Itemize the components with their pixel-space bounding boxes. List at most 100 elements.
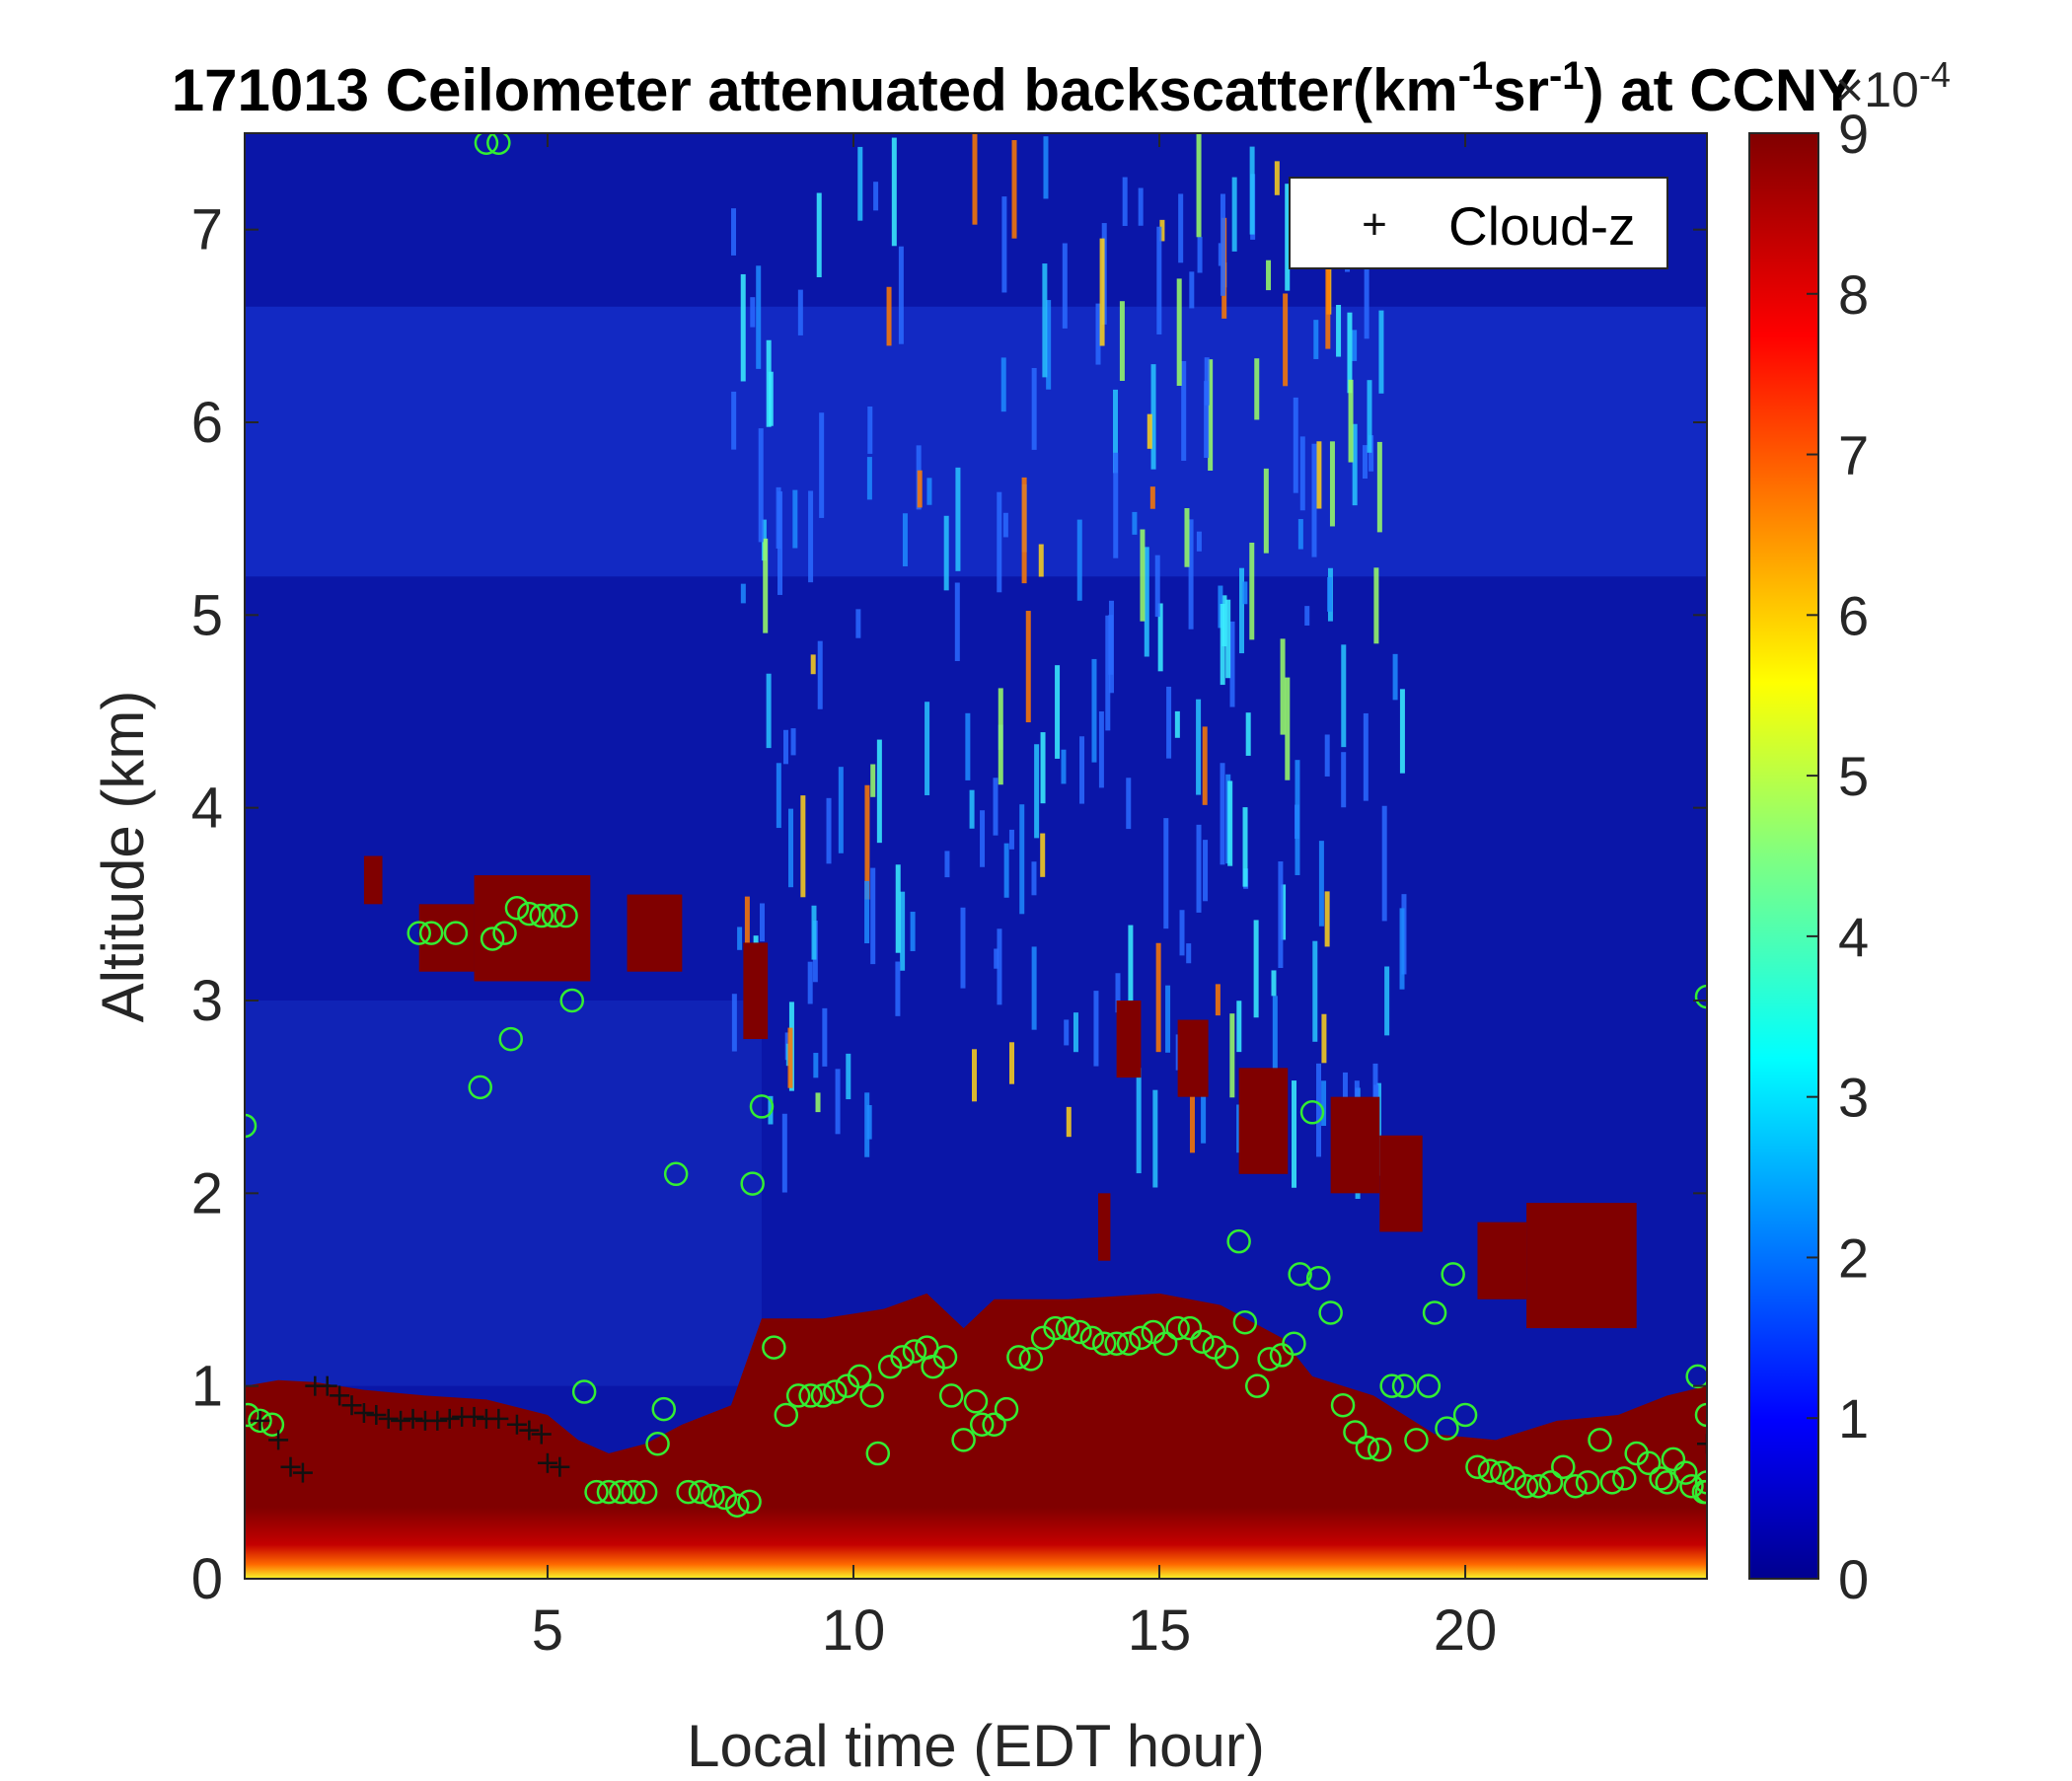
- streak: [1034, 744, 1040, 839]
- colorbar-tick-label: 8: [1838, 263, 1869, 326]
- cloud-patches: [363, 855, 1637, 1329]
- streak: [1348, 379, 1354, 463]
- circle-marker: [1091, 1331, 1117, 1356]
- streak: [1055, 665, 1061, 759]
- circle-marker: [890, 1345, 915, 1370]
- streak: [1113, 389, 1119, 474]
- cloud-z-marker: [488, 1408, 509, 1429]
- cloud-z-marker: [439, 1408, 460, 1429]
- streak: [1352, 423, 1358, 506]
- streak: [1263, 468, 1269, 554]
- streak: [1040, 732, 1046, 804]
- streak: [1144, 547, 1149, 657]
- circle-marker: [1190, 1329, 1215, 1354]
- streak: [1220, 763, 1225, 865]
- circle-marker: [1435, 1416, 1459, 1441]
- circle-marker: [443, 921, 469, 945]
- circle-marker: [1551, 1454, 1576, 1479]
- circle-marker: [902, 1339, 927, 1364]
- circle-marker: [474, 133, 499, 156]
- circle-marker: [1355, 1435, 1380, 1460]
- cloud-z-marker: [292, 1462, 313, 1483]
- cloud-z-marker: [464, 1406, 484, 1427]
- circle-marker: [1694, 1470, 1707, 1495]
- streak: [980, 810, 986, 867]
- streak: [1002, 512, 1008, 538]
- circle-marker: [1305, 1266, 1331, 1291]
- circle-marker: [559, 988, 584, 1013]
- colorbar-exponent-base: ×10: [1835, 62, 1919, 117]
- streak: [997, 491, 1002, 593]
- streak: [1179, 910, 1185, 956]
- aerosol-layer: [245, 306, 1707, 1386]
- cloud-z-marker: [366, 1404, 387, 1425]
- streak: [1163, 818, 1169, 929]
- cloud-patch: [1526, 1203, 1637, 1329]
- circle-marker: [994, 1396, 1019, 1422]
- streak: [1236, 1001, 1242, 1053]
- streak: [917, 470, 923, 508]
- circle-marker: [1232, 1309, 1258, 1335]
- circle-marker: [688, 1479, 713, 1505]
- streak: [943, 515, 949, 591]
- streak: [1025, 611, 1031, 723]
- streak: [1384, 966, 1390, 1036]
- plot-area: [245, 133, 1707, 1579]
- streak: [1132, 511, 1138, 535]
- circle-marker: [969, 1412, 995, 1437]
- x-tick-label: 20: [1434, 1598, 1498, 1663]
- colorbar-tick-label: 5: [1838, 745, 1869, 807]
- streak: [766, 673, 772, 749]
- circle-marker: [663, 1161, 689, 1187]
- circle-marker: [1226, 1228, 1251, 1254]
- circle-marker: [1502, 1466, 1526, 1491]
- streak: [1008, 829, 1014, 850]
- streak: [792, 489, 798, 549]
- circle-marker: [932, 1345, 958, 1370]
- streak: [822, 1007, 828, 1067]
- streak: [1156, 226, 1162, 334]
- cloud-z-marker: [427, 1410, 448, 1431]
- circle-marker: [1452, 1402, 1478, 1428]
- cloud-z-marker: [378, 1408, 399, 1429]
- circle-marker: [982, 1412, 1006, 1437]
- cloud-z-marker: [341, 1395, 362, 1416]
- streak: [1399, 689, 1405, 774]
- colorbar-tick-label: 3: [1838, 1067, 1869, 1129]
- streak: [1249, 146, 1255, 235]
- cloud-z-marker: [280, 1456, 301, 1477]
- streak: [954, 582, 960, 661]
- streak: [1046, 300, 1052, 390]
- streak: [1108, 600, 1114, 694]
- circle-marker: [1416, 1373, 1442, 1398]
- cloud-z-marker: [317, 1375, 337, 1396]
- streak: [1229, 1013, 1235, 1098]
- streak: [1181, 360, 1187, 461]
- lower-haze: [245, 1001, 762, 1386]
- circle-marker: [245, 1113, 258, 1139]
- circle-marker: [963, 1389, 989, 1414]
- streak: [1150, 364, 1156, 470]
- circle-marker: [517, 901, 542, 927]
- colorbar: 0 1 2 3 4 5 6 7 8 9 ×10-4: [1748, 54, 1951, 1610]
- circle-marker: [1165, 1315, 1190, 1341]
- circle-marker: [737, 1489, 762, 1515]
- streak: [1318, 841, 1324, 927]
- streak: [1188, 519, 1194, 630]
- x-axis-ticks: 5 10 15 20: [532, 133, 1498, 1663]
- streak: [993, 778, 999, 836]
- circle-marker: [1538, 1470, 1564, 1495]
- circle-marker: [418, 921, 444, 945]
- streak: [1362, 445, 1368, 480]
- streak: [895, 864, 901, 953]
- circle-marker: [938, 1383, 964, 1408]
- title-part-3: ) at CCNY: [1585, 57, 1858, 123]
- streak: [1364, 227, 1369, 339]
- y-axis-ticks: 0 1 2 3 4 5 6 7: [191, 198, 1707, 1611]
- streak: [1201, 1058, 1207, 1144]
- streak: [1043, 136, 1049, 199]
- circle-marker: [1422, 1300, 1447, 1325]
- circle-marker: [1177, 1315, 1203, 1341]
- streak: [1159, 219, 1165, 242]
- circle-marker: [785, 1383, 811, 1408]
